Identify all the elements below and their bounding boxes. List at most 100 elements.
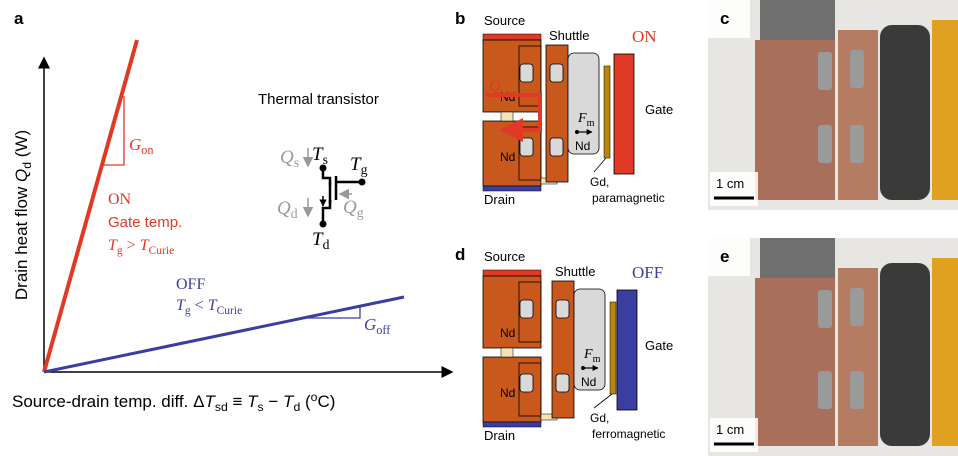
state-label: OFF xyxy=(632,263,663,282)
magnet xyxy=(818,125,832,163)
label-bg xyxy=(708,0,750,38)
magnet xyxy=(519,299,534,319)
magnet xyxy=(850,371,864,409)
scale-label: 1 cm xyxy=(716,422,744,437)
state-label: OFF xyxy=(176,276,205,293)
heat-label: Q xyxy=(489,78,501,95)
transistor-symbol xyxy=(321,168,362,224)
condition-part: T xyxy=(140,237,150,254)
condition-part: g xyxy=(185,305,191,317)
tape xyxy=(932,20,958,200)
x-axis-label-part: T xyxy=(204,392,216,411)
scale-bg xyxy=(710,418,758,452)
slope-label-part: G xyxy=(129,135,141,154)
x-axis-label-part: Source-drain temp. diff. Δ xyxy=(12,392,204,411)
force-label-part: F xyxy=(577,111,587,126)
magnet xyxy=(555,299,570,319)
shuttle-magnet xyxy=(567,52,600,155)
condition-part: T xyxy=(108,237,118,254)
y-axis-label-part: Drain heat flow xyxy=(12,182,31,300)
flow-label-part: g xyxy=(357,205,364,220)
source-bar xyxy=(482,269,542,277)
nd-label: Nd xyxy=(500,386,515,400)
magnet xyxy=(850,125,864,163)
shuttle-magnet xyxy=(573,288,606,391)
state-label: ON xyxy=(108,191,132,208)
condition-part: T xyxy=(208,297,218,314)
block-inner xyxy=(518,362,542,417)
flow-label-part: d xyxy=(291,206,298,221)
x-axis-label-part: sd xyxy=(215,400,228,414)
source-label: Source xyxy=(484,249,525,264)
y-axis-label-part: d xyxy=(20,162,34,169)
x-axis-label-part: s xyxy=(258,400,264,414)
condition-part: Curie xyxy=(149,245,175,257)
flow-label-part: Q xyxy=(277,198,291,219)
scale-bg xyxy=(710,172,758,206)
flow-label-part: Q xyxy=(343,197,357,218)
slope-label-part: off xyxy=(376,323,391,337)
flow-label: Qs xyxy=(280,147,299,170)
x-axis-label-part: C) xyxy=(317,392,335,411)
force-label-part: m xyxy=(587,118,595,129)
block-inner xyxy=(518,281,542,343)
gd-plate xyxy=(609,301,617,395)
y-axis-label-part: Q xyxy=(12,169,31,182)
panel-label: c xyxy=(720,9,729,28)
x-axis-label: Source-drain temp. diff. ΔTsd ≡ Ts − Td … xyxy=(12,390,335,414)
nd-label: Nd xyxy=(500,326,515,340)
node-label: Tg xyxy=(350,154,368,177)
magnet xyxy=(850,50,864,88)
x-axis-label-part: d xyxy=(293,400,300,414)
slope-label-part: on xyxy=(141,143,153,157)
slope-label-part: G xyxy=(364,315,376,334)
spacer xyxy=(500,111,514,122)
magnet xyxy=(555,373,570,393)
spacer xyxy=(500,347,514,358)
slope-label: Gon xyxy=(129,135,154,157)
node-label-part: g xyxy=(361,162,368,177)
drain-bar xyxy=(482,185,542,192)
source-bar xyxy=(482,33,542,41)
pointer xyxy=(593,393,613,409)
force-label: Fm xyxy=(577,111,595,129)
x-axis-label-part: T xyxy=(283,392,295,411)
gate-label: Gate xyxy=(645,338,673,353)
gate-block xyxy=(616,289,638,411)
node xyxy=(358,178,366,186)
force-label-part: m xyxy=(593,354,601,365)
condition-part: < xyxy=(191,297,208,314)
condition: Tg > TCurie xyxy=(108,237,174,257)
magnet xyxy=(519,373,534,393)
magnet xyxy=(818,52,832,90)
steel-block xyxy=(760,238,835,278)
gd-label: Gd, xyxy=(590,411,609,425)
panel-label: d xyxy=(455,245,465,264)
magnet xyxy=(850,288,864,326)
panel-label: b xyxy=(455,9,465,28)
on-line xyxy=(42,39,139,373)
pointer xyxy=(593,157,607,173)
steel-block xyxy=(760,0,835,40)
magnet xyxy=(818,371,832,409)
condition-part: Curie xyxy=(217,305,243,317)
dot xyxy=(575,130,579,134)
magnet xyxy=(549,137,564,157)
node-label-part: s xyxy=(323,152,328,167)
off-line xyxy=(43,295,405,374)
flow-label: Qd xyxy=(277,198,298,221)
force-label: Fm xyxy=(583,347,601,365)
flow-label-part: s xyxy=(294,155,299,170)
off-slope-triangle xyxy=(305,306,361,319)
x-axis-label-part: T xyxy=(247,392,259,411)
x-axis-label-part: o xyxy=(311,390,318,404)
node-label: Td xyxy=(312,229,330,252)
nd-label: Nd xyxy=(581,375,596,389)
condition-part: g xyxy=(117,245,123,257)
y-axis-label-part: (W) xyxy=(12,130,31,162)
condition: Tg < TCurie xyxy=(176,297,242,317)
gate-temp-label: Gate temp. xyxy=(108,214,182,231)
node-label-part: d xyxy=(323,237,330,252)
nd-label: Nd xyxy=(575,139,590,153)
